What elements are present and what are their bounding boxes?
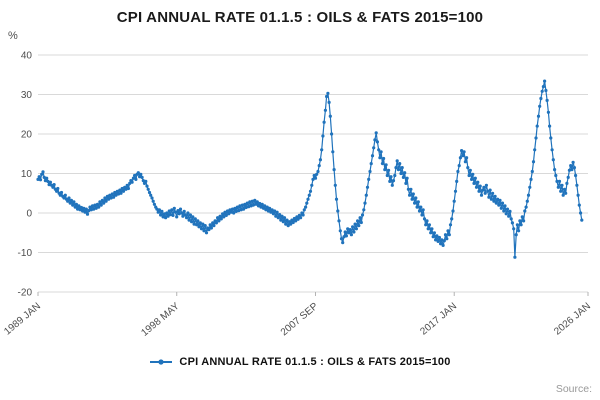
svg-text:20: 20: [21, 130, 33, 141]
svg-text:2017 JAN: 2017 JAN: [418, 301, 459, 338]
line-chart-plot: 40 30 20 10 0 -10 -20 1989 JAN 1998 MAY 2007 SEP 2…: [2, 51, 593, 339]
svg-text:-20: -20: [18, 288, 33, 299]
legend-line-marker-icon: [150, 359, 173, 365]
y-axis-unit-label: %: [8, 30, 18, 42]
svg-text:1998 MAY: 1998 MAY: [139, 301, 182, 339]
svg-text:30: 30: [21, 90, 33, 101]
svg-text:0: 0: [26, 209, 32, 220]
chart-legend: CPI ANNUAL RATE 01.1.5 : OILS & FATS 201…: [0, 356, 600, 368]
svg-text:-10: -10: [18, 248, 33, 259]
svg-text:1989 JAN: 1989 JAN: [2, 301, 43, 338]
source-label: Source:: [555, 383, 592, 395]
svg-text:40: 40: [21, 51, 33, 62]
svg-text:10: 10: [21, 169, 33, 180]
svg-text:2007 SEP: 2007 SEP: [279, 301, 321, 339]
legend-item[interactable]: CPI ANNUAL RATE 01.1.5 : OILS & FATS 201…: [149, 356, 450, 368]
svg-text:2026 JAN: 2026 JAN: [552, 301, 593, 338]
legend-label: CPI ANNUAL RATE 01.1.5 : OILS & FATS 201…: [179, 356, 451, 368]
chart-title: CPI ANNUAL RATE 01.1.5 : OILS & FATS 201…: [116, 9, 484, 26]
